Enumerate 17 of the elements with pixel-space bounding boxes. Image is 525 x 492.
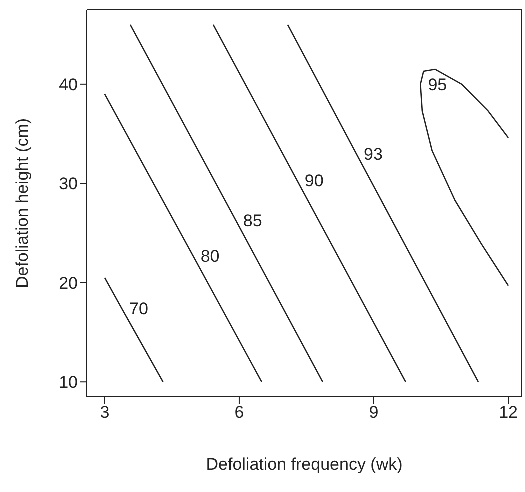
y-tick-label: 10 — [59, 373, 78, 392]
x-axis-title: Defoliation frequency (wk) — [206, 455, 403, 474]
series-label: 90 — [304, 172, 324, 191]
series-label: 70 — [130, 300, 148, 319]
y-tick-label: 40 — [59, 75, 78, 94]
series-label: 85 — [243, 211, 262, 230]
line-series — [420, 68, 510, 287]
series-label: 93 — [364, 144, 383, 164]
x-tick-label: 3 — [100, 403, 110, 422]
x-tick-label: 12 — [499, 403, 518, 422]
series-label: 95 — [428, 75, 448, 94]
y-tick-label: 30 — [59, 174, 78, 194]
y-axis-title: Defoliation height (cm) — [13, 118, 32, 289]
x-tick-label: 6 — [234, 403, 244, 422]
x-tick-label: 9 — [369, 403, 379, 422]
series-label: 80 — [200, 247, 220, 266]
y-tick-label: 20 — [59, 274, 78, 293]
